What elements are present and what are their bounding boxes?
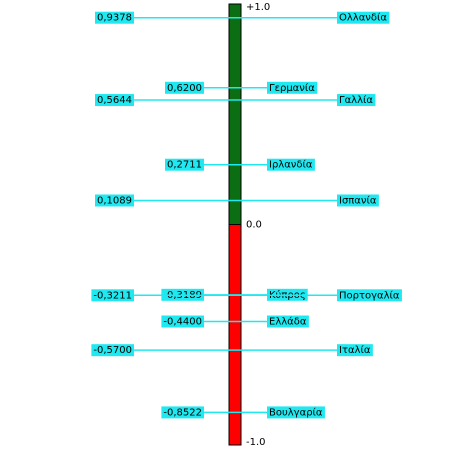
value-label-text: -0,4400	[163, 317, 202, 328]
name-label-text: Πορτογαλία	[339, 289, 400, 301]
label-bg	[267, 315, 309, 328]
name-label: Βουλγαρία	[267, 406, 325, 419]
name-label-text: Ιταλία	[339, 344, 371, 356]
name-label: Γερμανία	[267, 81, 318, 94]
label-bg	[267, 406, 325, 419]
name-label-text: Βουλγαρία	[269, 406, 323, 418]
name-label: Πορτογαλία	[337, 289, 402, 302]
positive-bar	[228, 3, 242, 225]
value-label: 0,5644	[95, 94, 134, 107]
label-bg	[165, 81, 204, 94]
y-tick-label: +1.0	[246, 2, 270, 13]
value-label: -0,5700	[91, 344, 134, 357]
value-label-text: 0,5644	[97, 95, 132, 106]
value-label: 0,1089	[95, 194, 134, 207]
name-label-text: Γαλλία	[339, 94, 373, 106]
value-label: -0,3211	[91, 289, 134, 302]
label-bg	[267, 81, 318, 94]
name-label-text: Γερμανία	[269, 82, 315, 94]
y-tick-label: -1.0	[246, 437, 266, 448]
y-tick-label: 0.0	[246, 220, 262, 231]
name-label: Ελλάδα	[267, 315, 309, 328]
label-bg	[337, 194, 379, 207]
name-label: Ολλανδία	[337, 11, 390, 24]
value-label: 0,2711	[165, 158, 204, 171]
label-bg	[161, 406, 204, 419]
label-bg	[161, 315, 204, 328]
label-bg	[337, 94, 376, 107]
label-bg	[95, 194, 134, 207]
value-label-text: 0,2711	[167, 160, 202, 171]
name-label-text: Ιρλανδία	[269, 159, 313, 171]
value-label-text: 0,9378	[97, 13, 132, 24]
value-label-text: -0,5700	[93, 345, 132, 356]
name-label: Γαλλία	[337, 94, 376, 107]
name-label: Ιρλανδία	[267, 158, 315, 171]
value-label-text: -0,3211	[93, 290, 132, 301]
label-bg	[95, 11, 134, 24]
value-label: -0,4400	[161, 315, 204, 328]
value-label-text: 0,6200	[167, 83, 202, 94]
value-label: 0,6200	[165, 81, 204, 94]
label-bg	[337, 344, 373, 357]
label-bg	[95, 94, 134, 107]
value-label: -0,8522	[161, 406, 204, 419]
name-label-text: Ολλανδία	[339, 12, 387, 24]
value-label: 0,9378	[95, 11, 134, 24]
label-bg	[91, 289, 134, 302]
name-label: Ισπανία	[337, 194, 379, 207]
label-bg	[165, 158, 204, 171]
label-bg	[337, 11, 390, 24]
label-bg	[267, 158, 315, 171]
value-label-text: -0,8522	[163, 407, 202, 418]
label-bg	[91, 344, 134, 357]
name-label-text: Ισπανία	[339, 194, 377, 206]
value-label-text: 0,1089	[97, 195, 132, 206]
name-label: Ιταλία	[337, 344, 373, 357]
name-label-text: Ελλάδα	[269, 316, 307, 328]
label-bg	[337, 289, 402, 302]
